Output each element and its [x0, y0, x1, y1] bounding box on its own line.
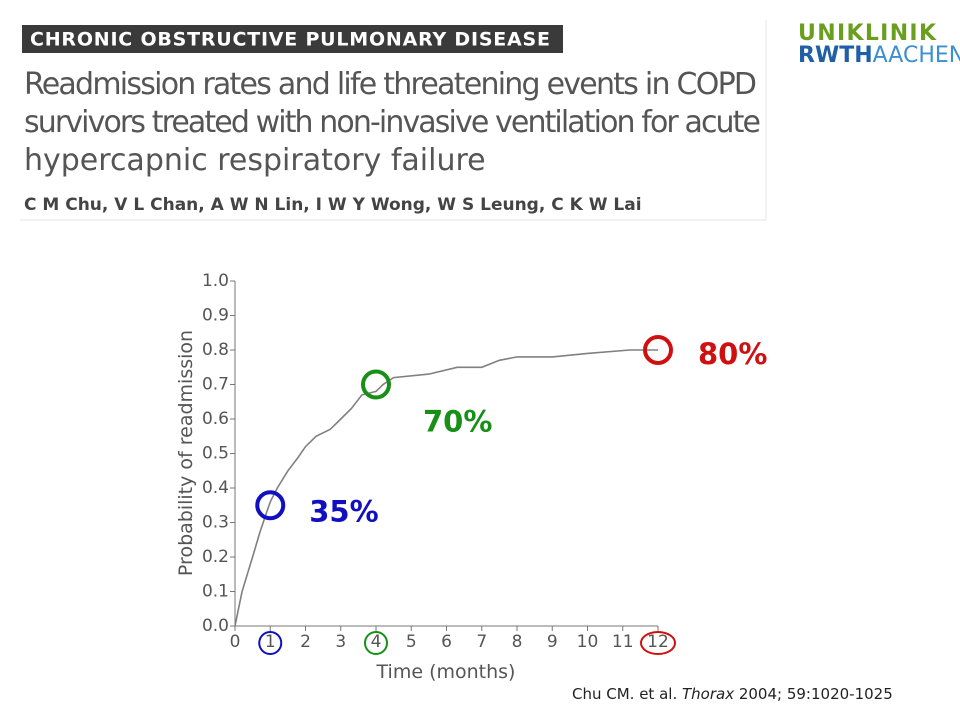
x-tick-label: 0 [230, 632, 241, 652]
highlight-label: 80% [698, 337, 767, 371]
x-tick-label: 12 [647, 632, 669, 652]
y-tick-label: 0.6 [202, 409, 229, 429]
plot: 0.00.10.20.30.40.50.60.70.80.91.00 1 2 3 4 5 6… [202, 271, 767, 655]
highlight-label: 70% [423, 405, 492, 439]
section-band [22, 25, 563, 53]
y-tick-label: 0.9 [202, 306, 229, 326]
y-tick-label: 0.7 [202, 375, 229, 395]
curve [234, 349, 658, 627]
logo-aachen: AACHEN [873, 43, 960, 68]
highlight-label: 35% [309, 494, 378, 528]
tick-highlight [364, 631, 388, 655]
y-tick-label: 1.0 [202, 271, 229, 291]
title-line: survivors treated with non-invasive vent… [24, 105, 761, 140]
highlight-circle [361, 369, 391, 400]
y-tick-label: 0.4 [202, 478, 229, 498]
logo-line: UNIKLINIK [798, 21, 937, 46]
highlight-circle [255, 490, 286, 521]
x-tick-label: 3 [335, 632, 346, 652]
x-axis-label: Time (months) [376, 661, 516, 683]
citation-text: 2004; 59:1020-1025 [734, 685, 893, 703]
y-tick-label: 0.5 [202, 444, 229, 464]
y-axis-label: Probability of readmission [175, 330, 197, 576]
tick-highlight [258, 631, 283, 655]
x-tick-label: 6 [441, 632, 452, 652]
title-line: Readmission rates and life threatening e… [24, 67, 757, 102]
y-tick-label: 0.3 [202, 513, 229, 533]
y-tick-label: 0.0 [202, 616, 229, 636]
x-tick-label: 8 [512, 632, 523, 652]
logo-rwth: RWTH [798, 43, 873, 68]
citation-journal: Thorax [682, 685, 734, 703]
x-tick-label: 7 [476, 632, 487, 652]
x-tick-label: 5 [406, 632, 417, 652]
y-tick-label: 0.2 [202, 547, 229, 567]
logo-line: RWTHAACHEN [798, 43, 960, 68]
y-tick-label: 0.8 [202, 340, 229, 360]
x-tick-label: 4 [371, 632, 382, 652]
x-tick-label: 2 [300, 632, 311, 652]
x-tick-label: 10 [577, 632, 599, 652]
section-title: CHRONIC OBSTRUCTIVE PULMONARY DISEASE [30, 29, 550, 51]
title-line: hypercapnic respiratory failure [24, 143, 486, 178]
authors: C M Chu, V L Chan, A W N Lin, I W Y Wong… [24, 195, 642, 215]
x-tick-label: 9 [547, 632, 558, 652]
paper-title: Readmission rates and life threatening e… [24, 67, 761, 178]
x-tick-label: 11 [612, 632, 634, 652]
citation: Chu CM. et al. Thorax 2004; 59:1020-1025 [572, 685, 893, 703]
highlight-circle [643, 335, 673, 365]
x-tick-label: 1 [265, 632, 276, 652]
citation-text: Chu CM. et al. [572, 685, 682, 703]
tick-highlight [640, 631, 676, 655]
y-tick-label: 0.1 [202, 582, 229, 602]
